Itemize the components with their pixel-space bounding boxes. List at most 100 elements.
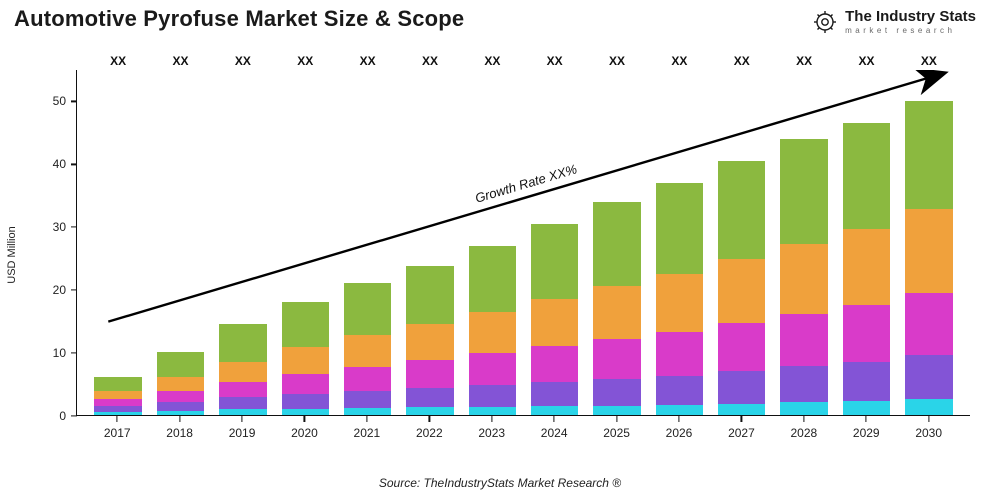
bar-segment xyxy=(469,353,516,385)
x-tick: 2026 xyxy=(648,416,710,450)
bar-segment xyxy=(406,360,453,388)
bar-value-label: XX xyxy=(547,54,563,68)
x-tick: 2025 xyxy=(585,416,647,450)
x-tick-label: 2018 xyxy=(166,426,193,440)
bar-segment xyxy=(531,224,578,299)
bar-segment xyxy=(843,362,890,402)
bar-value-label: XX xyxy=(734,54,750,68)
stacked-bar xyxy=(593,202,640,415)
bar-value-label: XX xyxy=(796,54,812,68)
bar-segment xyxy=(656,274,703,332)
bar-value-label: XX xyxy=(609,54,625,68)
bar-segment xyxy=(344,408,391,415)
x-tick-label: 2017 xyxy=(104,426,131,440)
x-tick-label: 2026 xyxy=(666,426,693,440)
bar-column: XX xyxy=(461,70,523,415)
bar-segment xyxy=(157,402,204,411)
source-caption: Source: TheIndustryStats Market Research… xyxy=(0,476,1000,490)
y-tick-label: 20 xyxy=(53,283,66,297)
bar-segment xyxy=(282,394,329,408)
bar-column: XX xyxy=(898,70,960,415)
bar-segment xyxy=(593,379,640,406)
bar-segment xyxy=(531,299,578,346)
bar-column: XX xyxy=(149,70,211,415)
y-tick-label: 10 xyxy=(53,346,66,360)
x-tick-label: 2024 xyxy=(541,426,568,440)
x-tick: 2020 xyxy=(273,416,335,450)
bar-segment xyxy=(469,312,516,353)
bar-segment xyxy=(469,407,516,415)
stacked-bar xyxy=(344,283,391,415)
bar-value-label: XX xyxy=(360,54,376,68)
bar-segment xyxy=(531,346,578,382)
bar-segment xyxy=(406,388,453,407)
bar-segment xyxy=(406,407,453,415)
stacked-bar xyxy=(469,246,516,415)
bar-segment xyxy=(344,367,391,391)
bar-segment xyxy=(843,229,890,305)
stacked-bar xyxy=(905,101,952,415)
bar-segment xyxy=(593,286,640,339)
x-axis-ticks: 2017201820192020202120222023202420252026… xyxy=(76,416,970,450)
stacked-bar xyxy=(656,183,703,415)
bar-column: XX xyxy=(586,70,648,415)
bar-segment xyxy=(94,399,141,407)
bar-column: XX xyxy=(274,70,336,415)
logo-main-text: The Industry Stats xyxy=(845,9,976,24)
bar-segment xyxy=(531,406,578,415)
bar-segment xyxy=(905,399,952,415)
bar-column: XX xyxy=(399,70,461,415)
bar-segment xyxy=(780,314,827,366)
x-tick: 2024 xyxy=(523,416,585,450)
bar-segment xyxy=(344,335,391,366)
bar-segment xyxy=(593,202,640,287)
bar-segment xyxy=(905,355,952,399)
bar-segment xyxy=(656,332,703,375)
bar-segment xyxy=(94,377,141,390)
x-tick-label: 2023 xyxy=(478,426,505,440)
bar-column: XX xyxy=(524,70,586,415)
stacked-bar xyxy=(780,139,827,415)
bar-segment xyxy=(406,324,453,360)
y-axis-ticks: 01020304050 xyxy=(20,70,76,416)
x-tick: 2028 xyxy=(773,416,835,450)
bar-segment xyxy=(219,397,266,409)
x-tick: 2023 xyxy=(461,416,523,450)
logo-sub-text: market research xyxy=(845,27,976,35)
bar-value-label: XX xyxy=(422,54,438,68)
bar-segment xyxy=(344,283,391,335)
x-tick-label: 2027 xyxy=(728,426,755,440)
x-tick-label: 2029 xyxy=(853,426,880,440)
bar-segment xyxy=(531,382,578,406)
bar-segment xyxy=(718,259,765,323)
bar-segment xyxy=(219,324,266,362)
stacked-bar xyxy=(406,266,453,415)
y-tick-label: 30 xyxy=(53,220,66,234)
bar-segment xyxy=(593,339,640,379)
bar-segment xyxy=(780,402,827,415)
bar-column: XX xyxy=(87,70,149,415)
bar-segment xyxy=(282,374,329,395)
stacked-bar xyxy=(157,352,204,415)
bar-segment xyxy=(718,161,765,259)
x-tick: 2022 xyxy=(398,416,460,450)
stacked-bar xyxy=(94,377,141,415)
bar-segment xyxy=(94,412,141,415)
bar-segment xyxy=(94,391,141,399)
bar-segment xyxy=(656,376,703,405)
bar-column: XX xyxy=(835,70,897,415)
bars-container: XXXXXXXXXXXXXXXXXXXXXXXXXXXX xyxy=(77,70,970,415)
x-tick: 2029 xyxy=(835,416,897,450)
bar-value-label: XX xyxy=(921,54,937,68)
bar-column: XX xyxy=(648,70,710,415)
bar-segment xyxy=(843,123,890,229)
bar-segment xyxy=(219,362,266,382)
bar-segment xyxy=(656,405,703,415)
gear-telescope-icon xyxy=(811,8,839,36)
x-tick: 2027 xyxy=(710,416,772,450)
bar-segment xyxy=(718,323,765,371)
bar-value-label: XX xyxy=(858,54,874,68)
x-tick-label: 2028 xyxy=(790,426,817,440)
x-tick-label: 2019 xyxy=(229,426,256,440)
plot-region: XXXXXXXXXXXXXXXXXXXXXXXXXXXX Growth Rate… xyxy=(76,70,970,416)
